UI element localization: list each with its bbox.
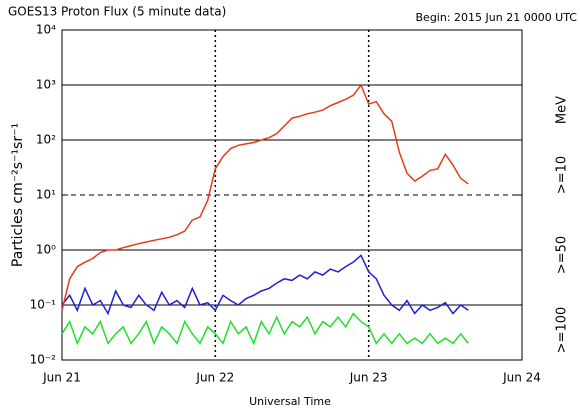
legend-entry: >=50 (555, 236, 570, 274)
chart-subtitle: Begin: 2015 Jun 21 0000 UTC (416, 11, 578, 24)
legend-entry: >=100 (555, 307, 570, 354)
y-axis-label: Particles cm⁻²s⁻¹sr⁻¹ (10, 123, 26, 267)
x-tick-label: Jun 22 (195, 371, 234, 385)
y-tick-label: 10¹ (36, 188, 56, 202)
y-tick-label: 10⁰ (36, 243, 56, 257)
x-tick-label: Jun 23 (349, 371, 388, 385)
legend-title: MeV (555, 96, 570, 124)
x-axis-label: Universal Time (249, 395, 331, 408)
legend-entry: >=10 (555, 156, 570, 194)
series-line (61, 312, 469, 346)
y-tick-label: 10⁻² (30, 353, 57, 367)
y-tick-label: 10² (36, 133, 56, 147)
chart-title: GOES13 Proton Flux (5 minute data) (8, 5, 226, 19)
series-line (61, 254, 469, 316)
y-tick-label: 10⁴ (36, 23, 56, 37)
series-line (61, 83, 469, 311)
y-tick-label: 10⁻¹ (30, 298, 57, 312)
y-tick-label: 10³ (36, 78, 56, 92)
x-tick-label: Jun 24 (502, 371, 541, 385)
plot-frame (61, 29, 523, 361)
x-tick-label: Jun 21 (42, 371, 81, 385)
